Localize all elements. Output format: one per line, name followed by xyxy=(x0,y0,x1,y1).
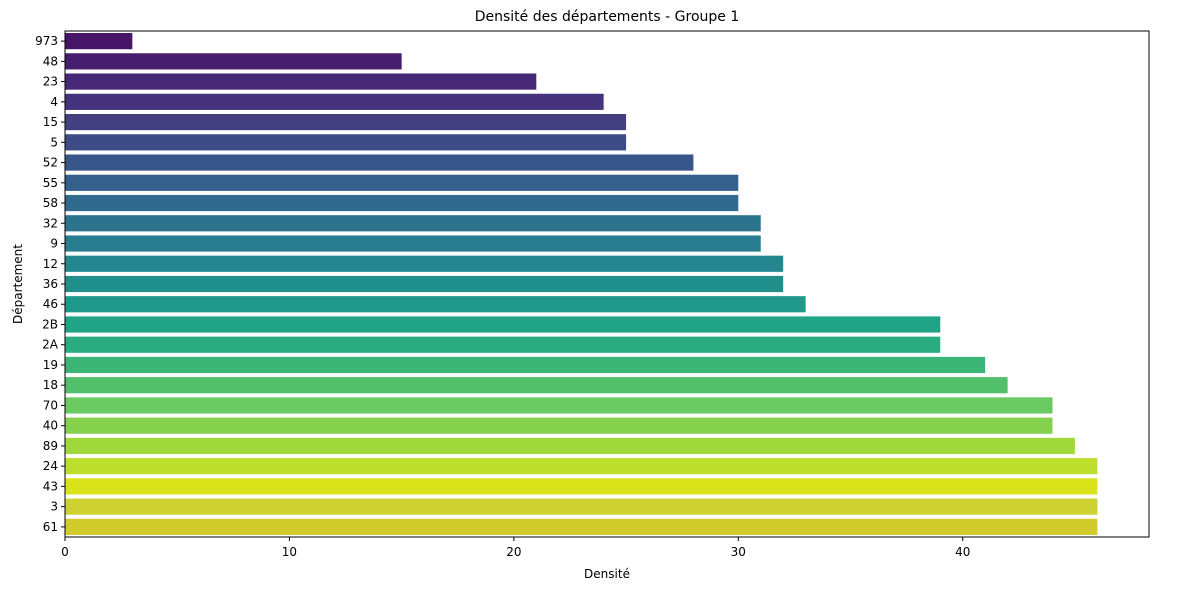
y-tick-label: 973 xyxy=(35,34,58,48)
bar-5 xyxy=(65,134,627,151)
y-axis-ticks: 973 48 23 4 15 5 52 55 58 32 9 12 36 46 2B 2A 19 18 70 40 89… xyxy=(35,34,65,534)
bar-12 xyxy=(65,255,784,272)
bar-2B xyxy=(65,316,941,333)
bars-group xyxy=(65,33,1098,535)
bar-4 xyxy=(65,93,604,110)
y-tick-label: 36 xyxy=(43,277,58,291)
y-tick-label: 46 xyxy=(43,297,58,311)
y-tick-label: 48 xyxy=(43,54,58,68)
plot-frame xyxy=(64,30,1150,538)
y-tick-label: 2A xyxy=(42,338,59,352)
bar-40 xyxy=(65,417,1053,434)
bar-36 xyxy=(65,275,784,293)
y-tick-label: 4 xyxy=(50,95,58,109)
bar-15 xyxy=(65,113,627,131)
bar-23 xyxy=(65,73,537,90)
x-axis-ticks: 0 10 20 30 40 xyxy=(61,537,970,559)
bar-70 xyxy=(65,397,1053,414)
bar-19 xyxy=(65,356,986,374)
y-tick-label: 61 xyxy=(43,520,58,534)
bar-24 xyxy=(65,458,1098,475)
y-tick-label: 43 xyxy=(43,479,58,493)
y-tick-label: 5 xyxy=(50,135,58,149)
y-tick-label: 24 xyxy=(43,459,58,473)
y-tick-label: 12 xyxy=(43,257,58,271)
bar-973 xyxy=(65,33,133,50)
bar-52 xyxy=(65,154,694,171)
y-tick-label: 9 xyxy=(50,237,58,251)
y-tick-label: 32 xyxy=(43,216,58,230)
bar-32 xyxy=(65,215,761,232)
y-tick-label: 3 xyxy=(50,500,58,514)
bar-43 xyxy=(65,478,1098,495)
bar-48 xyxy=(65,53,402,70)
bar-55 xyxy=(65,174,739,191)
y-axis-label: Département xyxy=(11,244,25,324)
bar-61 xyxy=(65,518,1098,535)
y-tick-label: 55 xyxy=(43,176,58,190)
bar-2A xyxy=(65,336,941,353)
y-tick-label: 58 xyxy=(43,196,58,210)
bar-89 xyxy=(65,437,1075,455)
y-tick-label: 40 xyxy=(43,419,58,433)
chart-title: Densité des départements - Groupe 1 xyxy=(475,9,740,25)
y-tick-label: 15 xyxy=(43,115,58,129)
bar-58 xyxy=(65,194,739,212)
y-tick-label: 70 xyxy=(43,398,58,412)
x-tick-label: 30 xyxy=(731,545,746,559)
x-tick-label: 20 xyxy=(506,545,521,559)
x-axis-label: Densité xyxy=(584,567,630,581)
bar-46 xyxy=(65,296,806,313)
y-tick-label: 52 xyxy=(43,156,58,170)
y-tick-label: 89 xyxy=(43,439,58,453)
y-tick-label: 2B xyxy=(42,317,58,331)
x-tick-label: 10 xyxy=(282,545,297,559)
y-tick-label: 18 xyxy=(43,378,58,392)
x-tick-label: 40 xyxy=(955,545,970,559)
y-tick-label: 23 xyxy=(43,75,58,89)
bar-3 xyxy=(65,498,1098,515)
bar-18 xyxy=(65,377,1008,394)
y-tick-label: 19 xyxy=(43,358,58,372)
x-tick-label: 0 xyxy=(61,545,69,559)
bar-9 xyxy=(65,235,761,252)
